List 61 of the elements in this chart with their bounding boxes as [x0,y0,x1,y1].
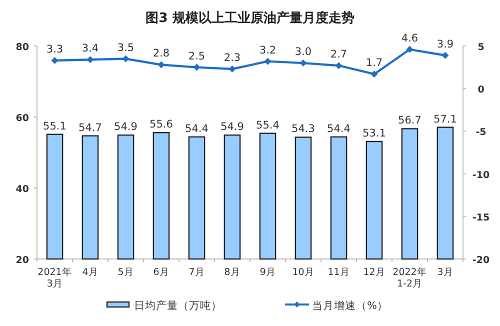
point [122,55,130,62]
data-label: 55.1 [43,120,66,132]
x-tick-label: 2022年 1-2月 [392,266,427,290]
x-tick-label: 6月 [153,267,170,278]
data-label: 57.1 [434,113,457,126]
data-label: 55.4 [256,119,280,132]
data-label: 54.9 [114,121,138,134]
data-label: 54.4 [327,122,351,135]
point [370,70,378,78]
x-tick-label: 8月 [224,267,240,278]
data-label: 53.1 [362,127,386,140]
y2-tick-label: -10 [472,170,490,181]
x-tick-label: 5月 [118,267,134,278]
legend-label: 日均产量（万吨） [134,299,222,312]
x-tick-label: 11月 [328,267,350,278]
data-label: 3.9 [436,38,454,50]
y2-tick-label: -5 [476,127,486,138]
data-label: 3.2 [259,44,276,56]
point [264,58,272,65]
data-label: 54.4 [185,122,209,135]
data-label: 4.6 [401,32,418,44]
x-tick-label: 4月 [82,267,98,278]
data-label: 2.3 [224,52,241,64]
data-label: 54.9 [220,121,244,134]
y2-tick-label: -15 [472,212,490,224]
data-label: 2.7 [330,48,348,61]
x-tick-label: 9月 [260,267,276,278]
data-label: 3.4 [82,42,99,55]
data-label: 1.7 [366,57,383,70]
y-tick-label: 80 [16,42,30,53]
y2-tick-label: 5 [478,42,484,53]
x-tick-label: 10月 [292,267,314,278]
data-label: 56.7 [398,114,422,127]
point [406,46,414,53]
y-tick-label: 40 [16,184,30,195]
point [86,56,94,64]
point [228,66,236,73]
point [193,64,200,71]
chart-title: 图3 规模以上工业原油产量月度走势 [146,10,354,26]
x-tick-label: 3月 [437,267,454,278]
data-label: 54.7 [78,122,102,134]
point [442,52,449,59]
y-tick-label: 60 [16,113,30,124]
data-label: 55.6 [150,118,174,131]
y-tick-label: 20 [16,255,30,266]
x-tick-label: 7月 [188,267,205,278]
x-tick-label: 12月 [363,267,386,278]
data-label: 2.8 [152,48,170,60]
point [300,60,307,67]
data-label: 3.5 [117,42,134,54]
point [51,56,58,64]
point [335,62,342,70]
data-label: 2.5 [188,50,206,62]
data-label: 3.3 [46,43,64,56]
point [158,61,165,68]
x-tick-label: 2021年 3月 [38,266,72,290]
y2-tick-label: 0 [478,84,485,96]
data-label: 54.3 [292,123,315,136]
y2-tick-label: -20 [472,255,490,266]
legend-label: 当月增速（%） [312,299,388,312]
data-label: 3.0 [294,46,312,58]
